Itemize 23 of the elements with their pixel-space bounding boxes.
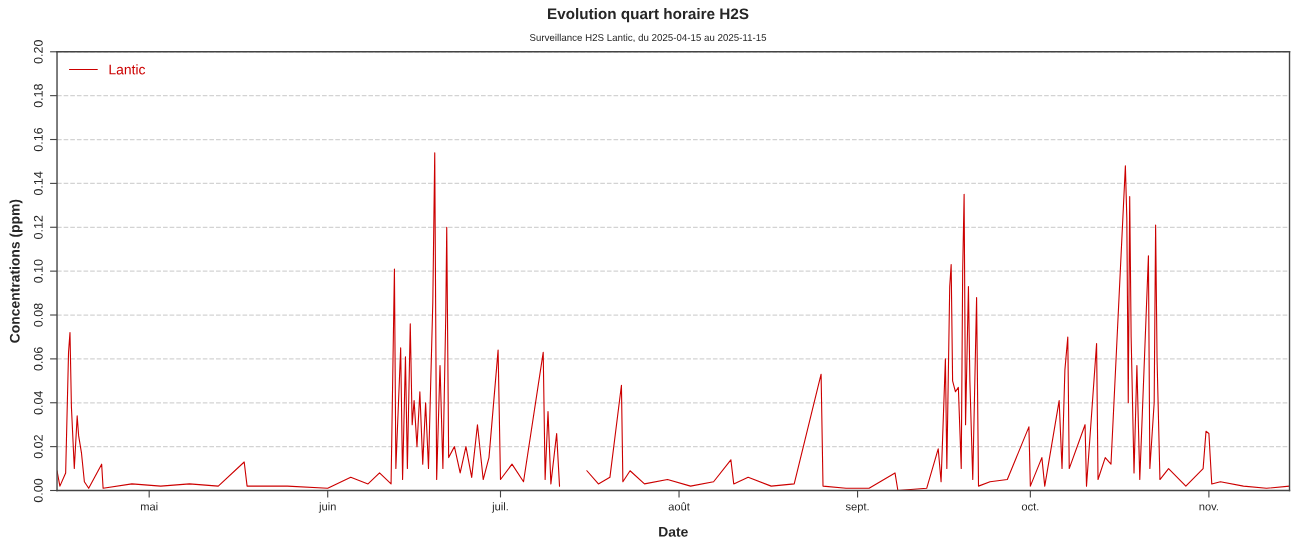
y-tick-label: 0.20 bbox=[33, 40, 43, 64]
y-tick-label: 0.06 bbox=[33, 347, 43, 371]
y-tick-label: 0.10 bbox=[33, 259, 43, 283]
chart-title: Evolution quart horaire H2S bbox=[548, 8, 749, 23]
y-tick-label: 0.02 bbox=[33, 435, 43, 459]
y-tick-label: 0.14 bbox=[33, 171, 43, 196]
y-tick-label: 0.04 bbox=[33, 390, 43, 415]
y-tick-label: 0.12 bbox=[33, 215, 43, 239]
y-tick-label: 0.00 bbox=[33, 478, 43, 503]
x-tick-label: oct. bbox=[1021, 503, 1039, 511]
y-tick-label: 0.08 bbox=[33, 303, 43, 327]
x-tick-label: août bbox=[668, 502, 690, 511]
x-axis-title: Date bbox=[659, 527, 688, 537]
x-tick-label: juil. bbox=[491, 502, 508, 513]
y-tick-label: 0.16 bbox=[33, 127, 43, 152]
y-axis-title: Concentrations (ppm) bbox=[9, 199, 23, 343]
x-tick-label: nov. bbox=[1199, 504, 1218, 511]
x-tick-label: sept. bbox=[845, 503, 869, 513]
x-tick-label: mai bbox=[140, 502, 158, 511]
legend-label: Lantic bbox=[109, 64, 146, 75]
y-tick-label: 0.18 bbox=[33, 84, 43, 108]
x-tick-label: juin bbox=[318, 502, 336, 513]
chart-subtitle: Surveillance H2S Lantic, du 2025-04-15 au 2025-11-15 bbox=[529, 33, 767, 43]
